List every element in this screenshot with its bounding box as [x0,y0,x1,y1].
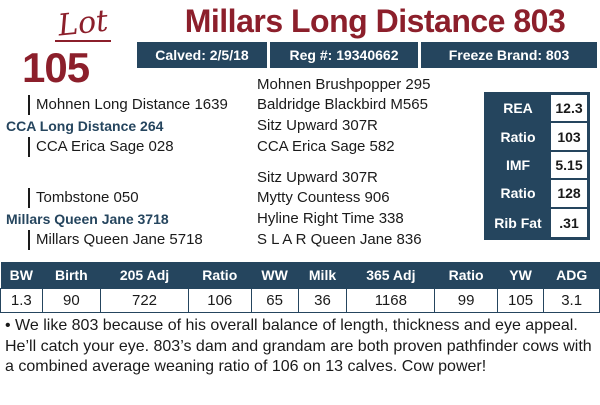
column-header: ADG [543,262,600,288]
epd-label: Ratio [487,180,549,207]
table-cell: 65 [250,287,299,313]
epd-row: REA 12.3 [487,95,587,124]
pedigree-bracket [28,188,30,208]
table-cell: 105 [496,287,545,313]
column-header: 205 Adj [100,262,189,288]
page-title: Millars Long Distance 803 [184,3,566,39]
column-header: Ratio [188,262,251,288]
epd-row: Ratio 103 [487,123,587,152]
pedigree-sire-sire-dam: Baldridge Blackbird M565 [257,96,428,113]
table-cell: 722 [100,287,189,313]
epd-value: 103 [549,123,587,150]
table-cell: 3.1 [543,287,600,313]
epd-box: REA 12.3 Ratio 103 IMF 5.15 Ratio 128 Ri… [484,92,590,240]
lot-label: Lot [56,3,110,44]
epd-value: 128 [549,180,587,207]
performance-value-row: 1.3 90 722 106 65 36 1168 99 105 3.1 [0,287,600,313]
pedigree-dam-dam-dam: S L A R Queen Jane 836 [257,231,422,248]
pedigree-sire: CCA Long Distance 264 [6,118,164,134]
pedigree-dam-sire-dam: Mytty Countess 906 [257,189,390,206]
pedigree-dam-sire: Tombstone 050 [36,189,139,206]
registration-number: Reg #: 19340662 [270,42,418,68]
table-cell: 106 [188,287,252,313]
pedigree-dam-dam: Millars Queen Jane 5718 [36,231,203,248]
epd-label: Ratio [487,123,549,150]
pedigree-sire-sire: Mohnen Long Distance 1639 [36,96,228,113]
epd-value: 12.3 [549,95,587,122]
calved-date: Calved: 2/5/18 [137,42,267,68]
epd-row: Ratio 128 [487,180,587,209]
pedigree-bracket [28,95,30,115]
pedigree-bracket [28,230,30,250]
performance-table: BW Birth 205 Adj Ratio WW Milk 365 Adj R… [0,262,600,313]
table-cell: 1.3 [0,287,43,313]
info-bar: Calved: 2/5/18 Reg #: 19340662 Freeze Br… [137,42,600,68]
epd-label: REA [487,95,549,122]
column-header: WW [251,262,299,288]
epd-value: 5.15 [549,151,587,179]
freeze-brand: Freeze Brand: 803 [421,42,597,68]
lot-number: 105 [22,44,90,91]
table-cell: 90 [41,287,102,313]
pedigree-dam-dam-sire: Hyline Right Time 338 [257,210,404,227]
pedigree-sire-dam-sire: Sitz Upward 307R [257,117,378,134]
column-header: BW [0,262,43,288]
table-cell: 99 [434,287,498,313]
pedigree-sire-dam-dam: CCA Erica Sage 582 [257,138,395,155]
table-cell: 1168 [346,287,436,313]
table-cell: 36 [297,287,348,313]
pedigree-sire-sire-sire: Mohnen Brushpopper 295 [257,76,431,93]
column-header: 365 Adj [346,262,435,288]
pedigree-dam: Millars Queen Jane 3718 [6,211,169,227]
column-header: Milk [298,262,347,288]
epd-label: IMF [487,151,549,179]
pedigree-bracket [28,137,30,157]
performance-header-row: BW Birth 205 Adj Ratio WW Milk 365 Adj R… [0,262,600,288]
column-header: Ratio [434,262,498,288]
column-header: Birth [42,262,101,288]
lot-description: • We like 803 because of his overall bal… [5,317,592,375]
epd-value: .31 [549,208,587,237]
epd-label: Rib Fat [487,208,549,237]
pedigree-sire-dam: CCA Erica Sage 028 [36,138,174,155]
column-header: YW [497,262,544,288]
lot-underline [55,40,111,42]
epd-row: IMF 5.15 [487,151,587,181]
epd-row: Rib Fat .31 [487,208,587,237]
pedigree-dam-sire-sire: Sitz Upward 307R [257,169,378,186]
